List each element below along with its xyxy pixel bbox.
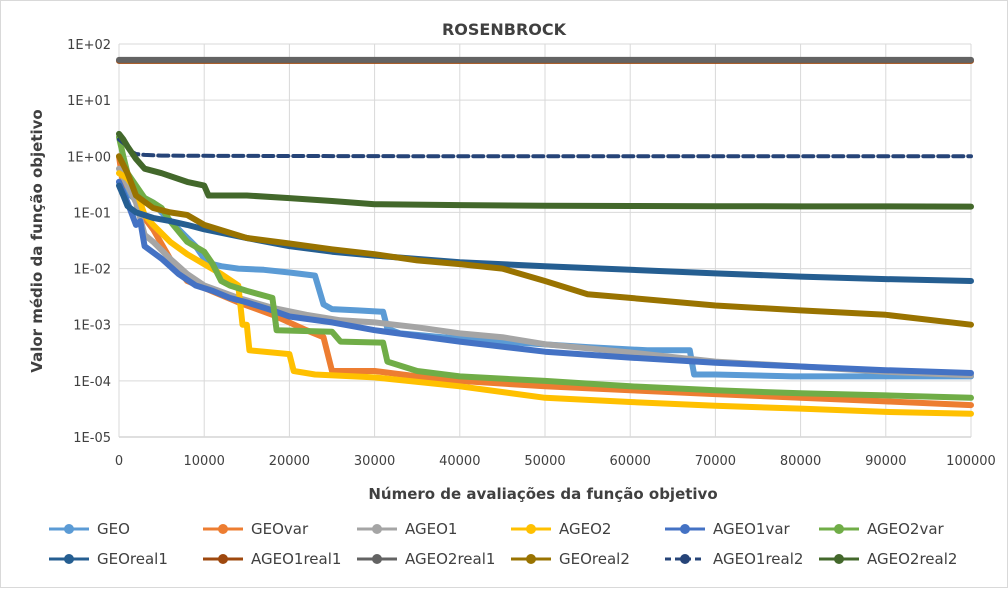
legend-label: AGEO2real2 — [867, 550, 957, 568]
legend-label: AGEO1real1 — [251, 550, 341, 568]
y-tick-label: 1E-03 — [73, 319, 111, 334]
y-tick-label: 1E+00 — [67, 150, 111, 165]
legend-swatch-marker — [372, 524, 382, 534]
x-tick-label: 40000 — [439, 454, 480, 469]
y-tick-label: 1E+01 — [67, 94, 111, 109]
legend-label: GEOreal1 — [97, 550, 168, 568]
series-line-georeal2 — [116, 153, 974, 328]
x-tick-label: 30000 — [354, 454, 395, 469]
y-tick-label: 1E+02 — [67, 38, 111, 53]
y-tick-label: 1E-04 — [73, 375, 111, 390]
x-tick-label: 80000 — [780, 454, 821, 469]
legend-swatch-marker — [834, 524, 844, 534]
y-tick-label: 1E-05 — [73, 431, 111, 446]
legend: GEO GEOvar AGEO1 AGEO2 AGEO1var AGEO2var GEOre… — [49, 520, 957, 568]
y-tick-label: 1E-02 — [73, 263, 111, 278]
series-layer — [116, 56, 974, 417]
legend-label: AGEO2 — [559, 520, 611, 538]
legend-swatch-marker — [372, 554, 382, 564]
x-tick-label: 60000 — [610, 454, 651, 469]
legend-swatch-marker — [834, 554, 844, 564]
legend-swatch-marker — [218, 524, 228, 534]
legend-label: AGEO2real1 — [405, 550, 495, 568]
chart-title: ROSENBROCK — [442, 20, 567, 39]
legend-label: AGEO2var — [867, 520, 945, 538]
legend-label: AGEO1real2 — [713, 550, 803, 568]
x-tick-label: 0 — [115, 454, 123, 469]
legend-swatch-marker — [680, 524, 690, 534]
legend-label: GEO — [97, 520, 130, 538]
series-line-ageo2 — [116, 170, 974, 417]
y-tick-label: 1E-01 — [73, 206, 111, 221]
ticks-layer: 1E-05 1E-04 1E-03 1E-02 1E-01 1E+00 1E+01 1E+02… — [67, 38, 996, 469]
legend-label: GEOreal2 — [559, 550, 630, 568]
x-tick-label: 20000 — [269, 454, 310, 469]
legend-swatch-marker — [64, 554, 74, 564]
x-tick-label: 50000 — [524, 454, 565, 469]
x-tick-label: 70000 — [695, 454, 736, 469]
legend-label: AGEO1var — [713, 520, 791, 538]
legend-swatch-marker — [64, 524, 74, 534]
legend-swatch-marker — [680, 554, 690, 564]
series-line-ageo1var — [116, 178, 974, 376]
x-tick-label: 90000 — [865, 454, 906, 469]
x-axis-title: Número de avaliações da função objetivo — [368, 485, 717, 503]
legend-label: AGEO1 — [405, 520, 457, 538]
x-tick-label: 100000 — [946, 454, 996, 469]
legend-label: GEOvar — [251, 520, 309, 538]
x-tick-label: 10000 — [184, 454, 225, 469]
series-line-ageo1 — [116, 165, 974, 379]
y-axis-title: Valor médio da função objetivo — [28, 109, 46, 372]
legend-swatch-marker — [526, 554, 536, 564]
legend-swatch-marker — [526, 524, 536, 534]
series-line-ageo2real2 — [116, 130, 974, 210]
legend-swatch-marker — [218, 554, 228, 564]
series-line-ageo2var — [116, 134, 974, 401]
